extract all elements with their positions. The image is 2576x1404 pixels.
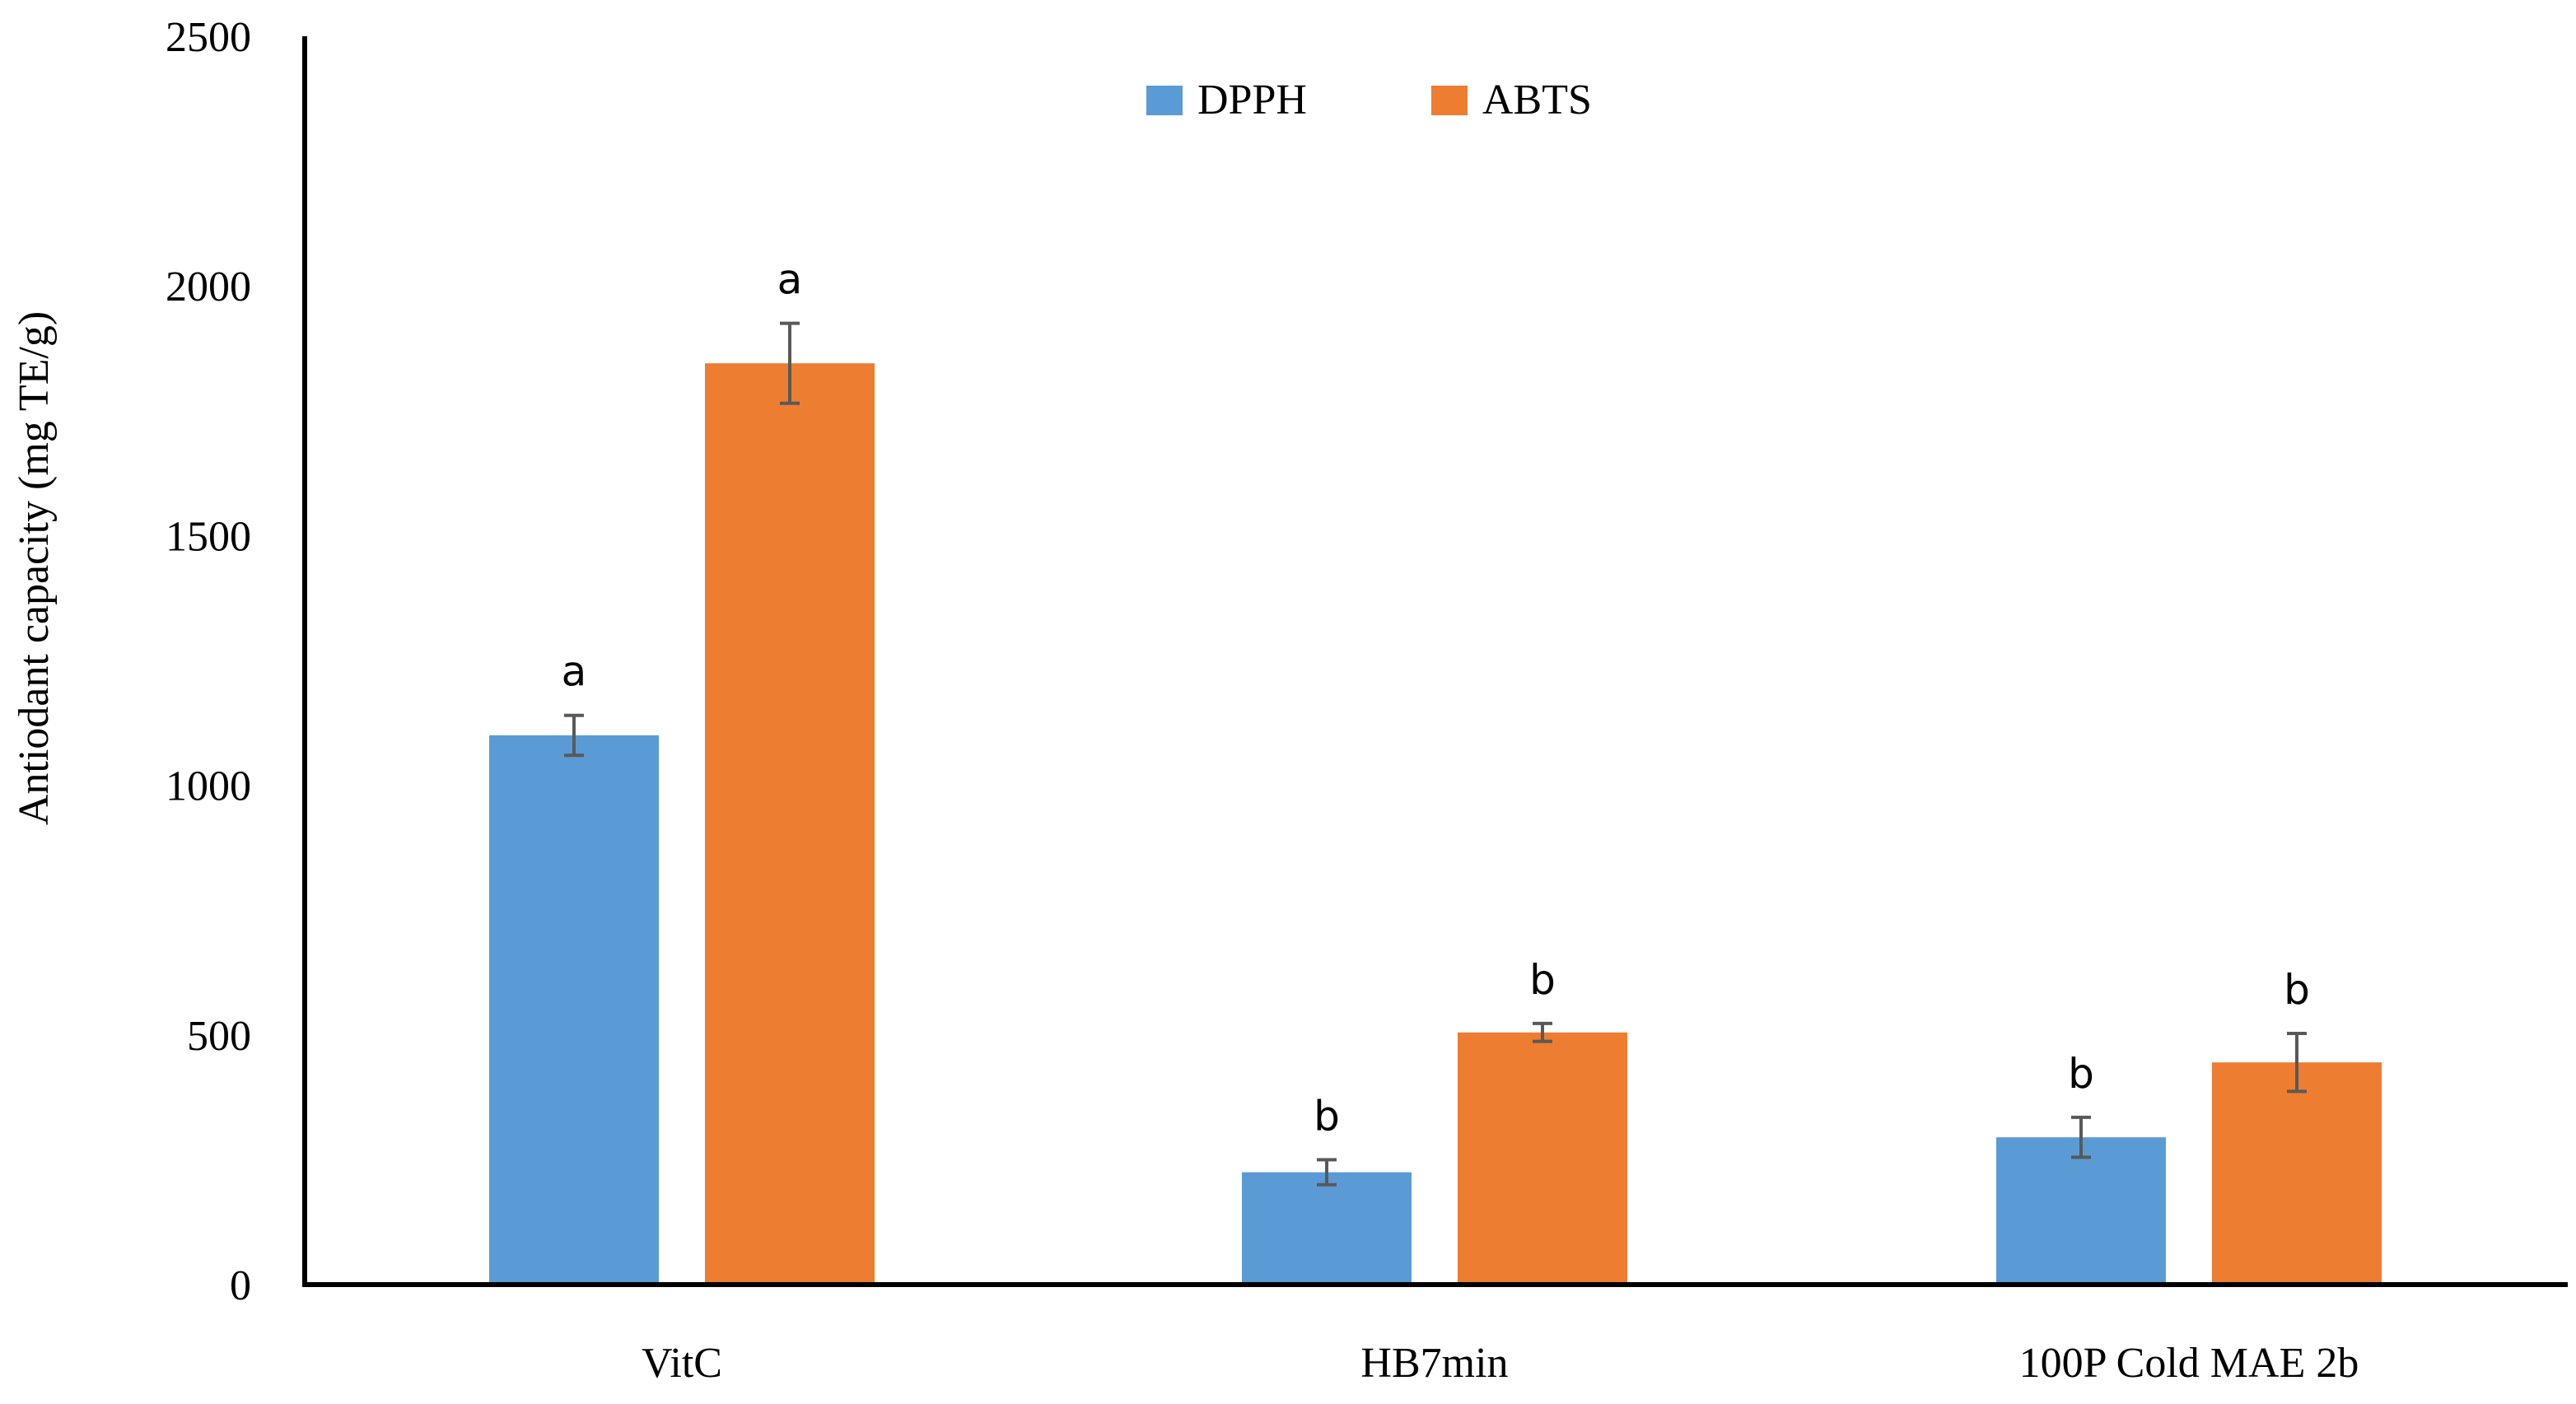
significance-label: b	[2284, 966, 2310, 1014]
bar-dpph-1	[1242, 1172, 1412, 1285]
bar-dpph-0	[489, 735, 659, 1285]
bar-dpph-2	[1996, 1137, 2166, 1285]
significance-label: b	[1314, 1092, 1340, 1140]
bar-abts-2	[2212, 1062, 2382, 1285]
x-category-label: 100P Cold MAE 2b	[2019, 1340, 2359, 1387]
x-category-label: VitC	[642, 1340, 722, 1387]
significance-label: b	[2068, 1050, 2094, 1098]
bar-abts-1	[1458, 1032, 1627, 1285]
bar-abts-0	[705, 363, 875, 1285]
y-tick-label: 1500	[166, 513, 251, 560]
y-tick-label: 2000	[166, 264, 251, 310]
y-tick-label: 500	[187, 1013, 251, 1060]
legend-swatch-abts	[1431, 86, 1468, 115]
y-tick-label: 1000	[166, 763, 251, 810]
y-axis-title: Antiodant capacity (mg TE/g)	[11, 311, 58, 825]
legend-label-abts: ABTS	[1482, 77, 1592, 124]
significance-label: b	[1529, 956, 1556, 1004]
y-tick-label: 2500	[166, 14, 251, 61]
legend-label-dpph: DPPH	[1197, 77, 1307, 124]
y-tick-label: 0	[230, 1262, 251, 1309]
significance-label: a	[562, 648, 587, 696]
x-category-label: HB7min	[1360, 1340, 1508, 1387]
legend-swatch-dpph	[1146, 86, 1183, 115]
significance-label: a	[777, 256, 803, 304]
